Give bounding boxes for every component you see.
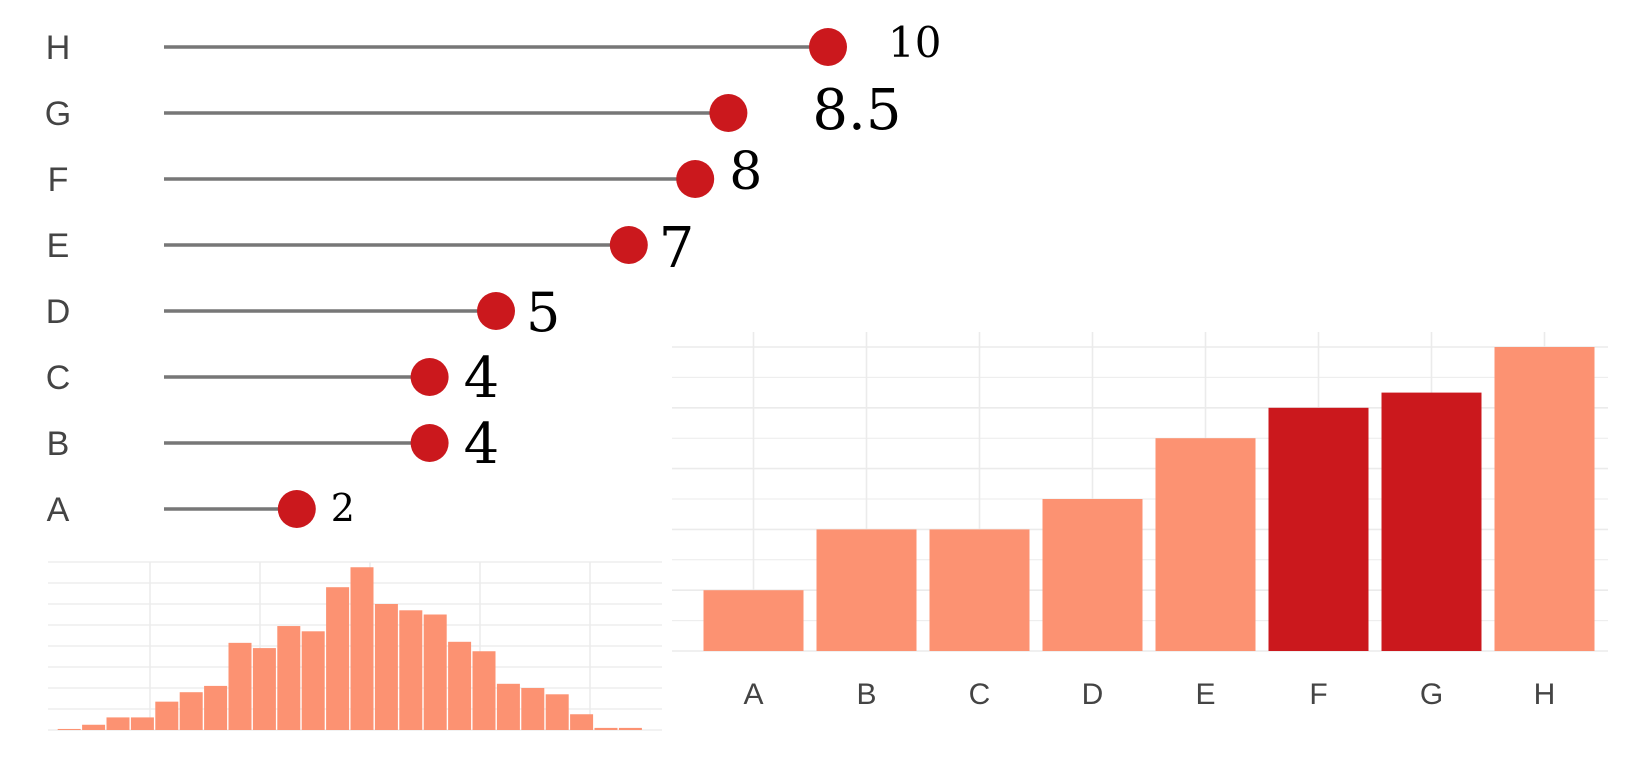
lollipop-value-label: 8 [729,142,762,202]
histogram-bar [350,567,374,730]
lollipop-value-label: 7 [659,216,695,281]
histogram-bar [204,685,228,730]
histogram-bar [374,604,398,730]
histogram-bar [472,651,496,730]
bar-F [1268,407,1369,651]
histogram-bar [326,587,350,730]
bar-x-tick-label: B [856,678,876,711]
lollipop-dot [410,424,449,462]
lollipop-value-label: 4 [464,412,500,477]
histogram-bar [179,692,203,730]
histogram-bar [545,694,569,730]
histogram-bars [57,567,642,730]
histogram-bar [106,717,130,730]
lollipop-category-label: F [48,161,69,199]
lollipop-dot [709,94,748,132]
histogram-bar [130,717,154,730]
bar-E [1155,438,1256,651]
histogram-bar [618,727,642,730]
bar-x-tick-label: A [743,678,763,711]
lollipop-category-label: C [46,359,71,397]
histogram-bar [228,642,252,730]
bar-x-tick-label: C [969,678,991,711]
histogram-bar [301,631,325,730]
bar-x-tick-label: D [1082,678,1104,711]
lollipop-dot [477,292,515,330]
lollipop-value-label: 4 [464,346,500,411]
bar-chart-bars [703,347,1595,651]
bar-G [1381,392,1482,651]
bar-C [929,529,1030,651]
lollipop-category-label: E [47,227,70,265]
lollipop-dot [609,226,648,264]
histogram-bar [277,626,301,730]
lollipop-value-label: 2 [331,486,355,530]
histogram-bar [82,724,106,730]
bar-x-tick-label: G [1420,678,1443,711]
histogram-bar [252,648,276,730]
bar-x-tick-label: E [1195,678,1215,711]
histogram-bar [496,683,520,730]
histogram-bar [57,728,81,730]
histogram-bar [448,641,472,730]
lollipop-value-label: 5 [526,281,560,344]
lollipop-value-label: 10 [888,18,941,67]
bar-B [816,529,917,651]
histogram-bar [423,614,447,730]
lollipop-category-label: D [46,293,71,331]
histogram-bar [570,714,594,730]
bar-x-tick-label: F [1309,678,1327,711]
lollipop-value-label: 8.5 [812,78,901,143]
lollipop-category-label: B [47,425,70,463]
lollipop-dot [676,160,715,198]
lollipop-category-label: H [46,29,71,67]
bar-A [703,590,804,651]
bar-x-tick-label: H [1534,678,1556,711]
bar-D [1042,499,1143,651]
histogram-bar [594,727,618,730]
histogram-bar [521,688,545,730]
bar-chart-x-ticks: A B C D E F G H [743,678,1555,711]
lollipop-dot [277,490,316,528]
lollipop-category-label: A [47,491,70,529]
lollipop-dot [809,28,847,66]
lollipop-dots [277,28,847,528]
lollipop-stems [164,45,828,511]
bar-H [1494,347,1595,651]
histogram-bar [155,701,179,730]
lollipop-dot [410,358,449,396]
histogram-bar [399,610,423,730]
lollipop-category-label: G [45,95,71,133]
